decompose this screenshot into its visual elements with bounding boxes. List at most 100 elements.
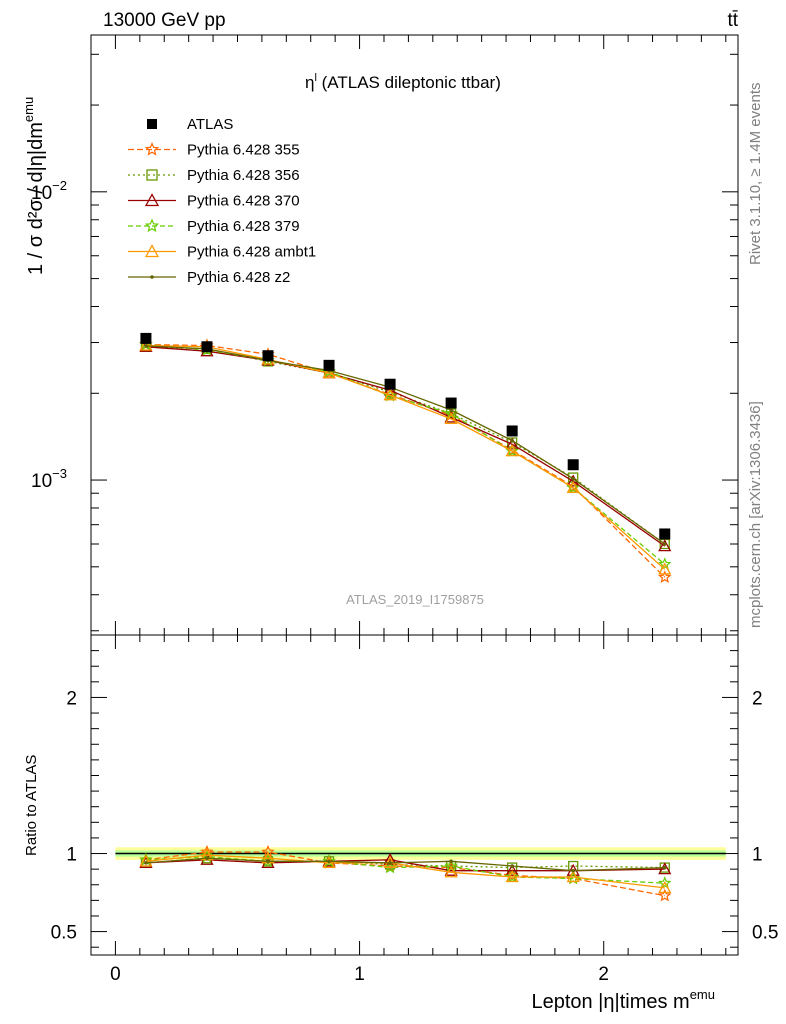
data-point [139, 854, 153, 867]
data-point [662, 865, 667, 870]
x-axis-label-sup: emu [690, 987, 715, 1002]
ratio-y-tick-label-right: 2 [752, 688, 763, 709]
ratio-y-tick-label: 2 [66, 688, 77, 709]
series-line [145, 344, 666, 570]
x-axis-label: Lepton |η|times memu [531, 987, 715, 1013]
y-axis-label-sup: emu [21, 97, 36, 122]
data-point [322, 854, 336, 868]
data-point [659, 528, 671, 540]
series-line [145, 346, 666, 547]
energy-label: 13000 GeV pp [103, 10, 226, 31]
data-point [205, 856, 209, 861]
plot-title: ηl (ATLAS dileptonic ttbar) [305, 72, 501, 92]
data-point [567, 459, 579, 471]
title-symbol: η [305, 73, 314, 92]
data-point [505, 437, 519, 450]
y-tick-label-base: 10 [31, 183, 52, 204]
data-point [388, 861, 392, 865]
data-point [658, 862, 672, 875]
data-point [444, 858, 458, 872]
ratio-plot-frame [90, 634, 739, 956]
data-point [140, 332, 152, 344]
data-point [144, 193, 160, 207]
legend-label: Pythia 6.428 356 [187, 167, 300, 184]
data-point [144, 344, 148, 348]
data-point [657, 888, 672, 902]
data-point [449, 408, 453, 412]
data-point [658, 881, 672, 894]
title-rest: (ATLAS dileptonic ttbar) [317, 73, 501, 92]
x-tick-label: 2 [598, 964, 609, 985]
series-line [145, 343, 666, 578]
y-tick-label-base: 10 [31, 471, 52, 492]
legend-label: Pythia 6.428 ambt1 [187, 244, 316, 261]
data-point [445, 397, 457, 409]
data-point [201, 341, 213, 353]
y-tick-label-exp: −3 [52, 466, 67, 481]
series-line [145, 346, 666, 545]
y-tick-label: 10−2 [31, 178, 67, 204]
data-point [327, 859, 331, 864]
data-point [150, 275, 154, 279]
data-point [262, 350, 274, 362]
data-point [266, 859, 270, 864]
data-point [505, 444, 519, 457]
y-axis-label-main: 1 / σ d²σ / d|η|dm [25, 122, 47, 275]
ratio-y-tick-label: 1 [66, 845, 77, 866]
data-point [566, 480, 580, 493]
data-point [444, 865, 458, 878]
data-point [571, 868, 575, 873]
mcplots-label: mcplots.cern.ch [arXiv:1306.3436] [747, 401, 764, 628]
data-point [383, 388, 397, 401]
data-point [144, 861, 148, 865]
data-point [144, 244, 160, 258]
data-point [658, 557, 672, 571]
data-point [139, 338, 153, 351]
legend-marker-atlas [147, 119, 157, 129]
x-axis-label-main: Lepton |η|times m [531, 991, 689, 1013]
ratio-axis-label: Ratio to ATLAS [23, 755, 40, 856]
ratio-y-tick-label: 0.5 [51, 923, 77, 944]
ratio-y-tick-label-right: 0.5 [752, 923, 778, 944]
rivet-label: Rivet 3.1.10, ≥ 1.4M events [747, 83, 764, 266]
data-point [571, 477, 575, 481]
analysis-watermark: ATLAS_2019_I1759875 [346, 592, 484, 607]
data-point [510, 438, 514, 443]
data-point [384, 378, 396, 390]
data-point [510, 864, 514, 868]
legend-label: Pythia 6.428 379 [187, 218, 300, 235]
data-point [505, 869, 519, 883]
data-point [144, 141, 160, 156]
process-label: tt̄ [727, 10, 738, 31]
ratio-y-tick-label-right: 1 [752, 845, 763, 866]
data-point [322, 856, 336, 869]
legend-label: Pythia 6.428 355 [187, 142, 300, 159]
data-point [505, 870, 519, 883]
title-sup: l [314, 72, 316, 84]
data-point [506, 425, 518, 437]
data-point [658, 539, 672, 552]
data-point [449, 859, 453, 864]
x-tick-label: 1 [354, 964, 365, 985]
data-point [505, 863, 519, 876]
data-point [658, 562, 672, 575]
data-point [146, 169, 158, 181]
series-line [145, 345, 666, 545]
data-point [322, 366, 336, 379]
y-tick-label: 10−3 [31, 466, 67, 492]
data-point [662, 542, 667, 546]
data-point [323, 359, 335, 371]
data-point [144, 218, 160, 233]
data-point [444, 412, 458, 425]
legend-label: Pythia 6.428 z2 [187, 269, 290, 286]
data-point [566, 870, 580, 883]
y-axis-label: 1 / σ d²σ / d|η|dmemu [21, 97, 47, 275]
legend-label: Pythia 6.428 370 [187, 193, 300, 210]
x-tick-label: 0 [110, 964, 121, 985]
ratio-series-line [145, 859, 665, 872]
data-point [658, 876, 672, 889]
legend-label: ATLAS [187, 116, 233, 133]
y-tick-label-exp: −2 [52, 178, 67, 193]
series-line [145, 343, 666, 565]
